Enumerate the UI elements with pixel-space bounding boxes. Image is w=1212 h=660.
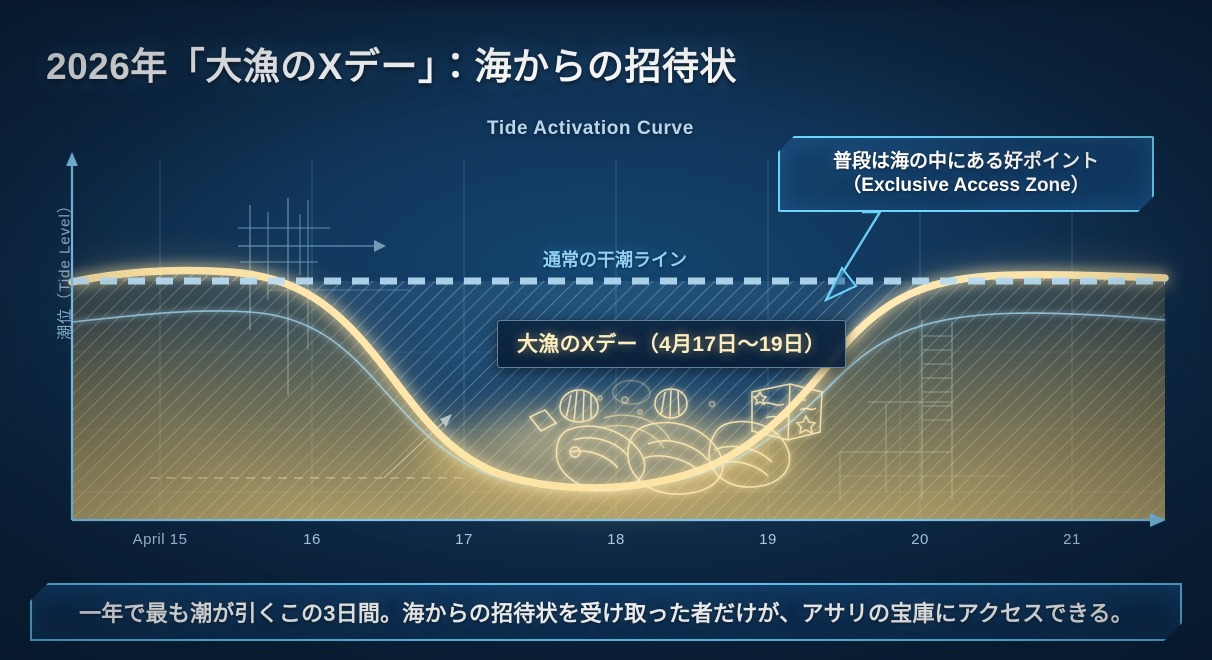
y-axis-label: 潮位（Tide Level） [56, 197, 74, 340]
x-tick-label: April 15 [132, 531, 188, 548]
banner-text: 一年で最も潮が引くこの3日間。海からの招待状を受け取った者だけが、アサリの宝庫に… [79, 601, 1133, 626]
xday-badge: 大漁のXデー（4月17日〜19日） [497, 320, 846, 368]
x-tick-label: 17 [455, 531, 473, 548]
callout-line-1: 普段は海の中にある好ポイント [832, 151, 1099, 173]
chart-subtitle: Tide Activation Curve [487, 118, 694, 139]
x-axis-tick-labels: April 15 16 17 18 19 20 21 [0, 531, 1212, 555]
x-tick-label: 19 [759, 531, 777, 548]
x-tick-label: 18 [607, 531, 625, 548]
x-tick-label: 20 [911, 531, 929, 548]
callout-line-2: （Exclusive Access Zone） [842, 174, 1090, 196]
page-title: 2026年「大漁のXデー」：海からの招待状 [46, 46, 737, 87]
x-tick-label: 16 [303, 531, 321, 548]
x-tick-label: 21 [1063, 531, 1081, 548]
normal-low-tide-label: 通常の干潮ライン [543, 250, 687, 270]
exclusive-access-zone-callout: 普段は海の中にある好ポイント （Exclusive Access Zone） [778, 136, 1154, 212]
bottom-banner: 一年で最も潮が引くこの3日間。海からの招待状を受け取った者だけが、アサリの宝庫に… [30, 583, 1182, 641]
